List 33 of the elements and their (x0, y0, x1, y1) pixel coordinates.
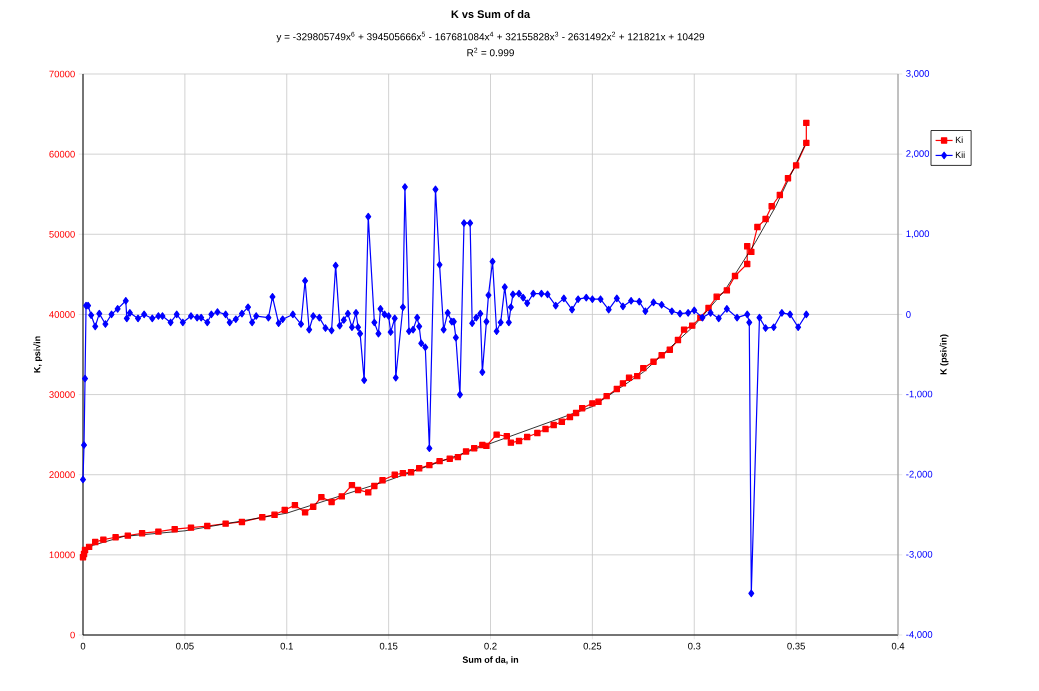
y2-tick-label: 0 (906, 311, 911, 318)
x-tick-label: 0.3 (688, 642, 701, 650)
y2-tick-label: -2,000 (906, 470, 933, 479)
x-tick-label: 0.2 (484, 642, 497, 650)
legend-label: Kii (955, 151, 965, 158)
x-tick-label: 0.05 (176, 642, 194, 650)
y2-axis-title: K (psi√in) (939, 334, 949, 375)
y2-tick-label: -3,000 (906, 550, 933, 559)
y-tick-label: 0 (70, 631, 75, 639)
y-tick-label: 70000 (49, 70, 75, 78)
x-tick-label: 0.35 (787, 642, 805, 650)
y-axis-title: K, psi√in (33, 336, 43, 373)
y2-tick-label: -4,000 (906, 631, 933, 639)
y2-tick-label: 3,000 (906, 70, 930, 78)
x-axis-title: Sum of da, in (462, 656, 519, 665)
y2-tick-label: 1,000 (906, 230, 930, 239)
y-tick-label: 40000 (49, 311, 75, 318)
x-tick-label: 0.1 (280, 642, 293, 650)
chart-title: K vs Sum of da (451, 9, 531, 19)
y2-tick-label: -1,000 (906, 390, 933, 399)
y-tick-label: 10000 (49, 551, 75, 559)
y-tick-label: 30000 (49, 391, 75, 398)
y-tick-label: 50000 (49, 230, 75, 238)
x-tick-label: 0.4 (891, 642, 905, 650)
text: R$^{2}$ = 0.999 (467, 47, 514, 57)
y-tick-label: 60000 (49, 150, 75, 158)
legend-label: Ki (955, 136, 963, 143)
x-tick-label: 0.15 (379, 642, 398, 650)
y-tick-label: 20000 (49, 471, 75, 479)
x-tick-label: 0 (80, 642, 86, 650)
y2-tick-label: 2,000 (906, 150, 930, 159)
text: y = -329805749x$^{6}$ + 394505666x$^{5}$ - 167681084x$^{4}$ + 32155828x$^{3}$ - 2631492x$^{2}$ + 121821x + 10429 (276, 31, 705, 43)
x-tick-label: 0.25 (583, 642, 602, 650)
